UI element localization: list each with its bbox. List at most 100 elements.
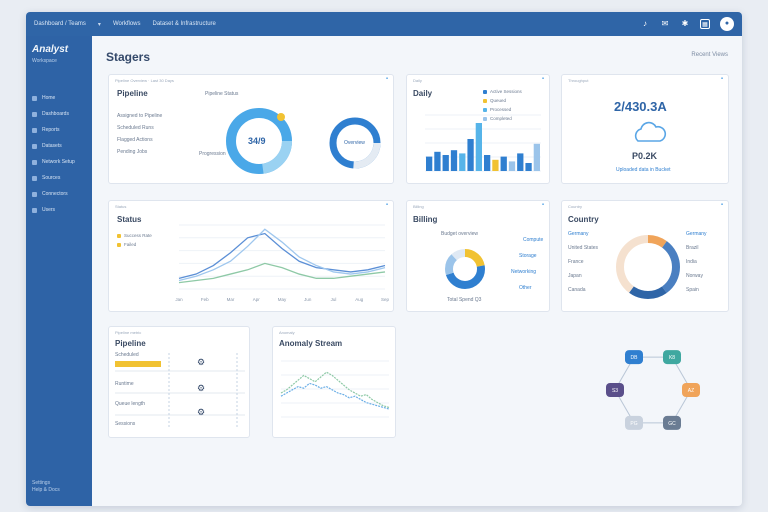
- sidebar-item-datasets[interactable]: Datasets: [26, 138, 92, 154]
- card-caption: Pipeline Overview · Last 30 Days: [115, 78, 174, 83]
- sidebar-item-users[interactable]: Users: [26, 202, 92, 218]
- network-node[interactable]: [663, 415, 681, 430]
- billing-donut: [445, 249, 485, 289]
- card-caption: Pipeline metric: [115, 330, 142, 335]
- more-icon[interactable]: ▪: [720, 76, 723, 82]
- network-node[interactable]: [682, 383, 700, 397]
- scheduled-bar: [115, 361, 161, 367]
- daily-bar: [508, 161, 516, 171]
- sidebar-item-home[interactable]: Home: [26, 90, 92, 106]
- home-icon: [32, 95, 37, 101]
- breadcrumb-item[interactable]: Dataset & Infrastructure: [152, 21, 216, 27]
- more-icon[interactable]: ▪: [541, 76, 544, 82]
- network-node-label: PG: [630, 421, 637, 427]
- legend-swatch: [117, 233, 121, 238]
- anomaly-card: Anomaly Anomaly Stream: [272, 326, 396, 438]
- country-left: Germany: [568, 231, 589, 237]
- app-logo[interactable]: Analyst: [32, 44, 69, 55]
- sidebar-item-dashboards[interactable]: Dashboards: [26, 106, 92, 122]
- grid-icon[interactable]: ▦: [700, 19, 710, 29]
- sidebar-item-label: Users: [42, 207, 56, 213]
- billing-top-label: Budget overview: [441, 231, 478, 237]
- country-right: Norway: [686, 273, 703, 279]
- anomaly-series-line: [280, 371, 390, 408]
- billing-slice: [445, 249, 485, 289]
- more-icon[interactable]: ▪: [385, 76, 388, 82]
- status-card: Status ▪ Status Success Rate Failed Jan F…: [108, 200, 394, 312]
- legend-label: Processed: [490, 107, 512, 112]
- breadcrumb-item[interactable]: Workflows: [112, 21, 141, 27]
- recent-views-link[interactable]: Recent Views: [691, 52, 728, 58]
- settings-icon[interactable]: ✱: [681, 19, 689, 28]
- workflow-icon: ⚙: [197, 407, 206, 417]
- legend-swatch: [483, 98, 487, 103]
- network-node[interactable]: [663, 350, 681, 365]
- avatar[interactable]: ●: [720, 17, 734, 31]
- sidebar: Analyst Workspace Home Dashboards Report…: [26, 36, 92, 506]
- card-caption: Daily: [413, 78, 422, 83]
- country-right: India: [686, 259, 697, 265]
- bell-icon[interactable]: ♪: [643, 19, 647, 28]
- x-tick-label: Feb: [201, 297, 209, 302]
- daily-bar-chart: [425, 114, 541, 172]
- breadcrumb: Dashboard / Teams ▾ Workflows Dataset & …: [34, 21, 640, 28]
- daily-bar: [450, 150, 458, 171]
- sidebar-item-sources[interactable]: Sources: [26, 170, 92, 186]
- sidebar-item-connectors[interactable]: Connectors: [26, 186, 92, 202]
- page-title: Stagers: [106, 50, 151, 64]
- country-left: United States: [568, 245, 599, 251]
- breadcrumb-item[interactable]: Dashboard / Teams: [34, 21, 86, 27]
- x-tick-label: Jan: [175, 297, 183, 302]
- country-donut: [616, 235, 680, 299]
- sidebar-help-link[interactable]: Help & Docs: [32, 487, 60, 493]
- sidebar-item-label: Sources: [42, 175, 61, 181]
- pipeline-metric-row: Runtime: [115, 381, 134, 387]
- network-node-label: DB: [631, 355, 639, 361]
- sidebar-item-label: Datasets: [42, 143, 62, 149]
- x-tick-label: Apr: [253, 297, 261, 302]
- plug-icon: [32, 191, 37, 197]
- billing-card: Billing ▪ Billing Budget overview Comput…: [406, 200, 550, 312]
- daily-bar: [533, 143, 540, 171]
- more-icon[interactable]: ▪: [541, 202, 544, 208]
- workflow-icon: ⚙: [197, 357, 206, 367]
- sidebar-settings-link[interactable]: Settings: [32, 480, 51, 486]
- card-title: Status: [117, 215, 142, 224]
- x-tick-label: Jul: [331, 297, 337, 302]
- network-node[interactable]: [625, 415, 643, 430]
- network-node[interactable]: [625, 350, 643, 365]
- status-series-line: [178, 228, 386, 282]
- sidebar-item-network[interactable]: Network Setup: [26, 154, 92, 170]
- integration-network: K8 AZ GC PG S3 DB: [606, 350, 700, 430]
- billing-label: Other: [519, 285, 532, 291]
- sidebar-item-label: Network Setup: [42, 159, 75, 165]
- kpi-sub-value: P0.2K: [632, 151, 658, 161]
- card-caption: Throughput: [568, 78, 589, 83]
- sidebar-item-label: Dashboards: [42, 111, 69, 117]
- donut-small-label: Overview: [344, 140, 365, 146]
- network-node-label: AZ: [688, 388, 694, 394]
- legend-label: Success Rate: [124, 233, 152, 238]
- more-icon[interactable]: ▪: [720, 202, 723, 208]
- scheduled-label: Scheduled: [115, 352, 139, 358]
- database-icon: [32, 143, 37, 149]
- country-slice: [616, 235, 680, 299]
- daily-bar: [434, 151, 441, 171]
- billing-slice: [445, 249, 485, 289]
- network-node[interactable]: [606, 383, 624, 397]
- chat-icon[interactable]: ✉: [661, 19, 669, 28]
- status-series-line: [178, 232, 386, 279]
- users-icon: [32, 207, 37, 213]
- legend-swatch: [483, 89, 487, 94]
- country-right: Brazil: [686, 245, 699, 251]
- billing-label: Storage: [519, 253, 537, 259]
- kpi-value: 2/430.3A: [614, 99, 667, 114]
- network-node-label: GC: [668, 421, 676, 427]
- pipeline-metric-graphic: [115, 353, 245, 427]
- card-title: Pipeline: [115, 339, 146, 348]
- sidebar-item-reports[interactable]: Reports: [26, 122, 92, 138]
- donut-main-label: 34/9: [248, 136, 266, 146]
- card-caption: Anomaly: [279, 330, 295, 335]
- more-icon[interactable]: ▪: [385, 202, 388, 208]
- country-left: Canada: [568, 287, 586, 293]
